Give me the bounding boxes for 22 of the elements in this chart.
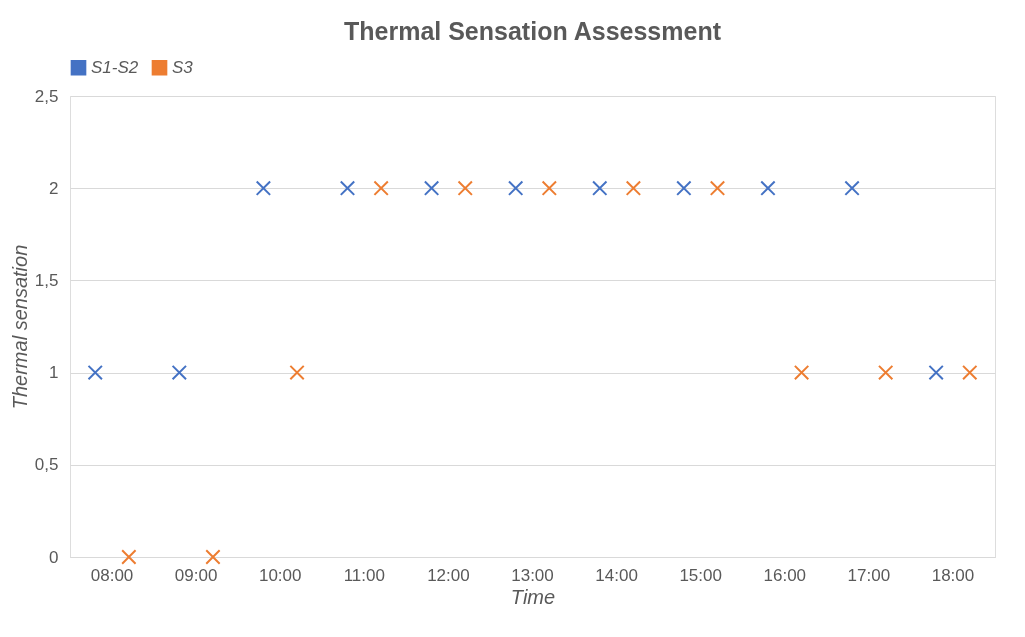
y-tick-label: 0,5 (34, 455, 59, 475)
y-tick-label: 2 (49, 178, 59, 198)
legend-label: S3 (172, 57, 194, 77)
y-tick-label: 1 (49, 363, 59, 383)
y-tick-label: 0 (49, 547, 59, 567)
x-tick-label: 18:00 (931, 565, 975, 585)
y-tick-label: 1,5 (34, 270, 59, 290)
x-axis-title: Time (510, 585, 556, 608)
y-axis-title: Thermal sensation (8, 244, 31, 410)
x-tick-label: 17:00 (847, 565, 891, 585)
x-tick-label: 12:00 (427, 565, 470, 585)
x-tick-label: 09:00 (174, 565, 218, 585)
chart-title: Thermal Sensation Assessment (344, 17, 722, 45)
x-tick-label: 15:00 (679, 565, 722, 585)
x-tick-label: 16:00 (763, 565, 807, 585)
legend-label: S1-S2 (91, 57, 139, 77)
y-tick-label: 2,5 (34, 86, 59, 106)
x-tick-label: 11:00 (343, 565, 385, 585)
x-tick-label: 08:00 (90, 565, 134, 585)
x-tick-label: 14:00 (595, 565, 638, 585)
x-tick-label: 10:00 (258, 565, 302, 585)
x-tick-label: 13:00 (511, 565, 554, 585)
